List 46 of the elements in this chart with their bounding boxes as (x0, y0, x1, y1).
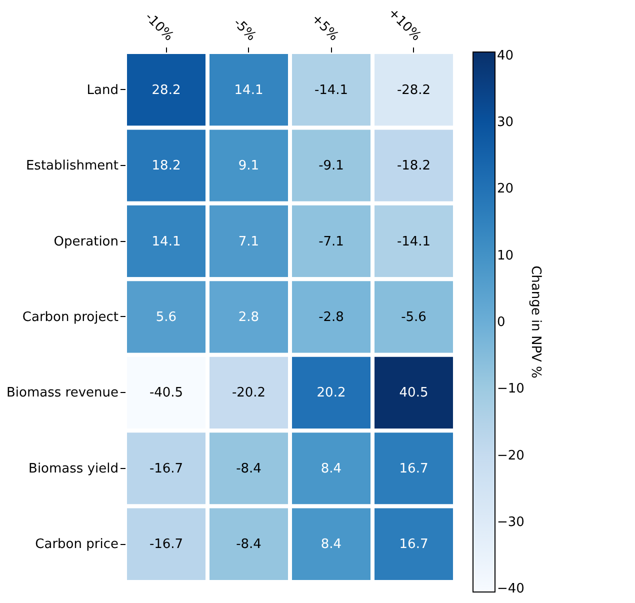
data-label: 28.2 (152, 82, 181, 98)
y-tick-label: Carbon project (22, 310, 118, 325)
data-label: 16.7 (399, 537, 428, 552)
data-label: 40.5 (399, 386, 428, 401)
data-label: -40.5 (149, 386, 184, 401)
data-label: -8.4 (236, 461, 262, 476)
data-label: 14.1 (152, 234, 181, 250)
data-label: 8.4 (320, 461, 342, 476)
data-label: 18.2 (152, 158, 181, 174)
data-label: -16.7 (149, 461, 184, 476)
y-tick-label: Establishment (26, 158, 118, 174)
y-tick-label: Land (86, 82, 118, 98)
data-label: 7.1 (238, 234, 260, 250)
y-tick-label: Carbon price (35, 537, 118, 552)
data-label: -5.6 (401, 310, 426, 325)
data-label: 5.6 (156, 310, 177, 325)
data-label: 8.4 (320, 537, 342, 552)
data-label: 9.1 (238, 158, 260, 174)
color-bar-label: 30 (497, 115, 514, 130)
color-bar-label: −40 (497, 582, 524, 597)
data-label: 20.2 (316, 386, 346, 401)
data-label: -14.1 (396, 234, 431, 250)
color-bar-label: −20 (497, 448, 524, 464)
data-label: -28.2 (396, 82, 431, 98)
y-tick-label: Operation (54, 234, 118, 250)
color-bar-label: −30 (497, 515, 524, 530)
data-label: -18.2 (396, 158, 431, 174)
color-bar-title: Change in NPV % (528, 266, 543, 378)
data-label: 14.1 (234, 82, 264, 98)
x-tick-label: -5% (230, 16, 259, 44)
color-bar-label: −10 (497, 382, 524, 397)
data-label: 16.7 (399, 461, 428, 476)
data-label: -8.4 (236, 537, 262, 552)
color-bar-label: 0 (497, 315, 506, 330)
color-bar-label: 20 (497, 182, 514, 197)
data-label: -7.1 (318, 234, 344, 250)
data-label: -20.2 (232, 386, 266, 401)
color-bar-label: 40 (497, 48, 514, 64)
data-label: -14.1 (314, 82, 348, 98)
data-label: -16.7 (149, 537, 184, 552)
data-label: -2.8 (318, 310, 344, 325)
y-tick-label: Biomass revenue (6, 386, 118, 401)
y-tick-label: Biomass yield (28, 461, 118, 476)
data-label: 2.8 (238, 310, 260, 325)
color-bar-label: 10 (497, 248, 514, 264)
data-label: -9.1 (318, 158, 344, 174)
